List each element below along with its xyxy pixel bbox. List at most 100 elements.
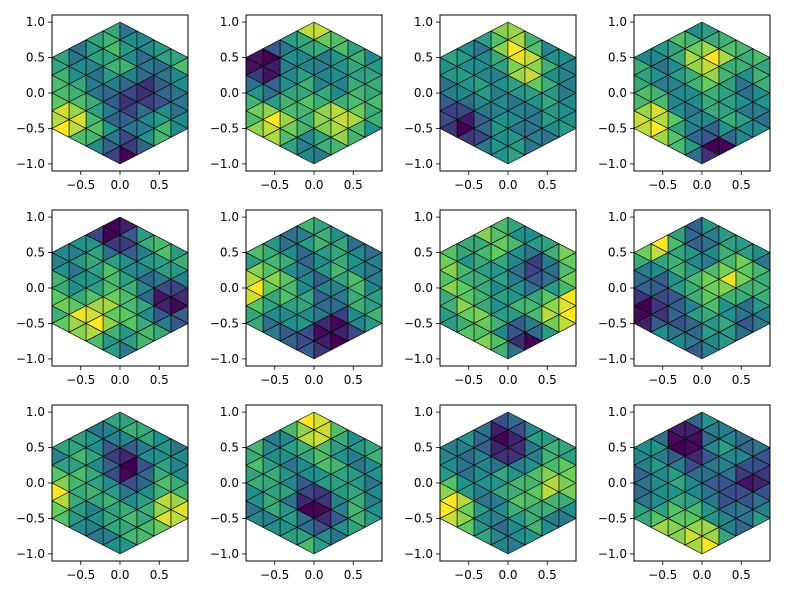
y-tick-label: 0.0: [414, 86, 433, 100]
mesh-triangle: [347, 323, 366, 342]
x-tick-label: 0.5: [150, 373, 169, 387]
y-tick-label: 0.5: [220, 246, 239, 260]
x-tick-label: −0.5: [648, 178, 677, 192]
x-tick-label: −0.5: [648, 373, 677, 387]
y-tick-label: 1.0: [220, 15, 239, 29]
mesh-triangle: [262, 429, 281, 448]
mesh-triangle: [667, 332, 686, 351]
mesh-triangle: [701, 340, 720, 360]
mesh-triangle: [667, 420, 686, 439]
y-tick-label: 1.0: [608, 210, 627, 224]
x-tick-label: 0.5: [150, 178, 169, 192]
mesh-triangle: [752, 243, 771, 262]
mesh-triangle: [153, 234, 172, 253]
mesh-triangle: [718, 30, 737, 49]
mesh-triangle: [279, 420, 298, 439]
y-tick-label: −1.0: [210, 352, 239, 366]
mesh-triangle: [119, 535, 138, 555]
y-tick-label: −1.0: [210, 157, 239, 171]
x-tick-label: −0.5: [454, 178, 483, 192]
mesh-triangle: [153, 323, 172, 342]
mesh-triangle: [541, 429, 560, 448]
mesh-triangle: [752, 438, 771, 457]
panel-r0-c0: −0.5 0.0 0.5 −1.0 −0.5 0.0 0.5 1.0: [16, 14, 189, 192]
mesh-triangle: [85, 420, 104, 439]
mesh-triangle: [153, 128, 172, 147]
panel-r2-c1: −0.5 0.0 0.5 −1.0 −0.5 0.0 0.5 1.0: [210, 404, 383, 582]
y-tick-label: 0.0: [220, 281, 239, 295]
panel-r0-c3: −0.5 0.0 0.5 −1.0 −0.5 0.0 0.5 1.0: [598, 14, 771, 192]
mesh-triangle: [718, 332, 737, 351]
mesh-triangle: [330, 30, 349, 49]
mesh-triangle: [701, 21, 720, 41]
mesh-triangle: [507, 411, 526, 431]
mesh-triangle: [701, 411, 720, 431]
mesh-triangle: [136, 137, 155, 156]
mesh-triangle: [51, 119, 70, 138]
x-tick-label: 0.5: [732, 373, 751, 387]
mesh-triangle: [507, 340, 526, 360]
mesh-triangle: [313, 216, 332, 236]
y-tick-label: 0.0: [608, 86, 627, 100]
mesh-triangle: [735, 234, 754, 253]
mesh-triangle: [68, 39, 87, 58]
y-tick-label: −0.5: [16, 121, 45, 135]
y-tick-label: 0.0: [220, 476, 239, 490]
mesh-triangle: [364, 243, 383, 262]
mesh-triangle: [68, 128, 87, 147]
x-tick-label: 0.5: [344, 568, 363, 582]
x-tick-label: 0.5: [732, 568, 751, 582]
mesh-triangle: [136, 30, 155, 49]
y-tick-label: −1.0: [598, 547, 627, 561]
mesh-triangle: [524, 225, 543, 244]
mesh-triangle: [347, 234, 366, 253]
mesh-triangle: [701, 216, 720, 236]
mesh-triangle: [85, 137, 104, 156]
mesh-triangle: [85, 332, 104, 351]
y-tick-label: 1.0: [414, 210, 433, 224]
mesh-triangle: [650, 39, 669, 58]
mesh-triangle: [330, 527, 349, 546]
mesh-triangle: [85, 30, 104, 49]
mesh-triangle: [85, 527, 104, 546]
mesh-triangle: [136, 527, 155, 546]
y-tick-label: −0.5: [598, 121, 627, 135]
x-tick-label: 0.5: [732, 178, 751, 192]
mesh-triangle: [735, 518, 754, 537]
mesh-triangle: [473, 527, 492, 546]
mesh-triangle: [456, 518, 475, 537]
x-tick-label: −0.5: [260, 373, 289, 387]
mesh-triangle: [718, 527, 737, 546]
mesh-triangle: [330, 137, 349, 156]
y-tick-label: −0.5: [210, 121, 239, 135]
mesh-triangle: [650, 234, 669, 253]
mesh-triangle: [456, 39, 475, 58]
mesh-triangle: [279, 137, 298, 156]
mesh-triangle: [364, 48, 383, 67]
mesh-triangle: [473, 225, 492, 244]
mesh-triangle: [650, 323, 669, 342]
mesh-triangle: [347, 429, 366, 448]
mesh-triangle: [524, 332, 543, 351]
y-tick-label: 0.5: [608, 51, 627, 65]
mesh-triangle: [718, 420, 737, 439]
mesh-triangle: [68, 323, 87, 342]
mesh-triangle: [262, 323, 281, 342]
y-tick-label: 0.5: [220, 51, 239, 65]
mesh-triangle: [136, 332, 155, 351]
mesh-triangle: [330, 420, 349, 439]
mesh-triangle: [667, 30, 686, 49]
panel-r0-c1: −0.5 0.0 0.5 −1.0 −0.5 0.0 0.5 1.0: [210, 14, 383, 192]
mesh-triangle: [507, 21, 526, 41]
mesh-triangle: [68, 518, 87, 537]
y-tick-label: 0.0: [26, 86, 45, 100]
mesh-triangle: [507, 145, 526, 165]
mesh-triangle: [262, 518, 281, 537]
mesh-triangle: [456, 234, 475, 253]
x-tick-label: 0.0: [110, 178, 129, 192]
mesh-triangle: [633, 509, 652, 528]
mesh-triangle: [456, 128, 475, 147]
y-tick-label: −1.0: [598, 157, 627, 171]
x-tick-label: 0.0: [498, 373, 517, 387]
y-tick-label: −1.0: [404, 157, 433, 171]
